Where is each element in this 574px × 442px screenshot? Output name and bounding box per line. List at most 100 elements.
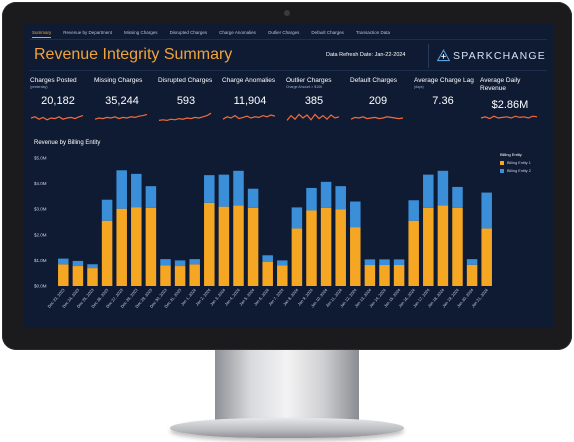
bar-segment-entity-1[interactable] [350,227,361,286]
bar-segment-entity-2[interactable] [466,259,478,265]
bar-segment-entity-2[interactable] [423,174,434,208]
kpi-value: 7.36 [432,95,454,107]
kpi-label: Disrupted Charges [158,77,213,84]
legend-item[interactable]: Billing Entity 2 [500,169,531,173]
y-tick-label: $0.0M [34,284,47,289]
tab-revenue-by-department[interactable]: Revenue by Department [63,30,113,35]
sparkline-path [286,113,340,121]
bar-segment-entity-2[interactable] [320,181,332,208]
kpi-subtitle: (days) [414,85,424,89]
tab-summary[interactable]: Summary [32,27,52,38]
bar-segment-entity-1[interactable] [466,264,478,286]
bar-segment-entity-1[interactable] [174,266,186,286]
y-tick-label: $2.0M [34,232,47,237]
kpi-card[interactable]: Charges Posted (yesterday) 20,182 [30,74,90,132]
bar-segment-entity-2[interactable] [364,259,376,266]
kpi-card[interactable]: Charge Anomalies 11,904 [222,74,282,132]
bar-segment-entity-2[interactable] [306,187,317,211]
bar-segment-entity-1[interactable] [437,205,449,286]
kpi-card[interactable]: Outlier Charges Charge Amount > $10K 385 [286,74,346,132]
bar-segment-entity-1[interactable] [204,202,215,286]
tab-charge-anomalies[interactable]: Charge Anomalies [219,30,256,35]
bar-segment-entity-1[interactable] [481,228,492,286]
bar-segment-entity-1[interactable] [101,220,113,286]
bar-segment-entity-1[interactable] [408,220,419,286]
bar-segment-entity-1[interactable] [364,265,376,286]
bar-segment-entity-1[interactable] [247,207,259,286]
kpi-value: 20,182 [41,95,75,107]
bar-segment-entity-2[interactable] [437,170,449,206]
bar-segment-entity-2[interactable] [131,173,142,208]
bar-segment-entity-2[interactable] [58,258,69,265]
kpi-value: 11,904 [233,95,267,107]
bar-segment-entity-1[interactable] [131,207,142,286]
bar-segment-entity-1[interactable] [87,268,98,286]
chart-title: Revenue by Billing Entity [34,140,101,146]
bar-segment-entity-2[interactable] [452,186,463,208]
bar-segment-entity-2[interactable] [101,199,113,221]
legend-label: Billing Entity 2 [507,169,531,173]
bar-segment-entity-2[interactable] [408,200,419,221]
kpi-value: 35,244 [105,95,139,107]
bar-segment-entity-2[interactable] [335,186,346,210]
bar-segment-entity-2[interactable] [145,186,157,208]
bar-segment-entity-1[interactable] [116,208,127,286]
bar-segment-entity-2[interactable] [262,255,273,262]
tab-transaction-data[interactable]: Transaction Data [355,30,391,35]
bar-segment-entity-1[interactable] [306,210,317,286]
bar-segment-entity-2[interactable] [204,175,215,203]
bar-segment-entity-1[interactable] [145,207,157,286]
bar-segment-entity-2[interactable] [277,260,288,266]
kpi-subtitle: (yesterday) [30,85,48,89]
bar-segment-entity-2[interactable] [393,259,405,266]
bar-segment-entity-2[interactable] [291,207,303,229]
bar-segment-entity-2[interactable] [160,259,171,266]
bar-segment-entity-1[interactable] [393,265,405,286]
bar-segment-entity-1[interactable] [160,265,171,286]
bar-segment-entity-2[interactable] [189,259,200,265]
bar-segment-entity-2[interactable] [481,192,492,229]
bar-segment-entity-2[interactable] [350,201,361,228]
sparkline-path [480,115,538,120]
bar-segment-entity-1[interactable] [452,207,463,286]
bar-segment-entity-1[interactable] [335,209,346,286]
bar-segment-entity-1[interactable] [379,265,390,286]
kpi-card[interactable]: Missing Charges 35,244 [94,74,154,132]
kpi-card[interactable]: Average Daily Revenue $2.86M [480,74,544,132]
data-refresh-date: Data Refresh Date: Jan-22-2024 [326,52,406,58]
bar-segment-entity-1[interactable] [262,261,273,286]
bar-segment-entity-2[interactable] [379,259,390,266]
kpi-card[interactable]: Disrupted Charges 593 [158,74,218,132]
bar-segment-entity-1[interactable] [58,264,69,286]
kpi-label: Charge Anomalies [222,77,276,84]
y-tick-label: $3.0M [34,207,47,212]
bar-segment-entity-2[interactable] [72,260,84,267]
bar-segment-entity-1[interactable] [233,205,244,286]
legend-item[interactable]: Billing Entity 1 [500,161,531,165]
bar-segment-entity-1[interactable] [218,206,230,286]
tab-outlier-charges[interactable]: Outlier Charges [267,30,300,35]
tab-disrupted-charges[interactable]: Disrupted Charges [169,30,208,35]
legend-label: Billing Entity 1 [507,161,531,165]
bar-segment-entity-1[interactable] [277,265,288,286]
tab-default-charges[interactable]: Default Charges [311,30,344,35]
bar-segment-entity-1[interactable] [189,264,200,286]
bar-segment-entity-2[interactable] [247,188,259,208]
sparkline-path [30,115,84,121]
bar-segment-entity-2[interactable] [116,170,127,209]
bar-segment-entity-1[interactable] [423,207,434,286]
kpi-card[interactable]: Average Charge Lag (days) 7.36 [414,74,476,132]
webcam [284,10,290,16]
bar-segment-entity-1[interactable] [72,266,84,286]
bar-segment-entity-2[interactable] [218,174,230,207]
kpi-card[interactable]: Default Charges 209 [350,74,410,132]
bar-segment-entity-1[interactable] [320,207,332,286]
bar-segment-entity-1[interactable] [291,228,303,286]
sparkline-path [350,116,404,120]
bar-segment-entity-2[interactable] [174,260,186,267]
tab-missing-charges[interactable]: Missing Charges [124,30,158,35]
bar-segment-entity-2[interactable] [87,264,98,269]
bar-segment-entity-2[interactable] [233,170,244,206]
page-title: Revenue Integrity Summary [34,46,233,63]
kpi-value: $2.86M [491,99,529,111]
